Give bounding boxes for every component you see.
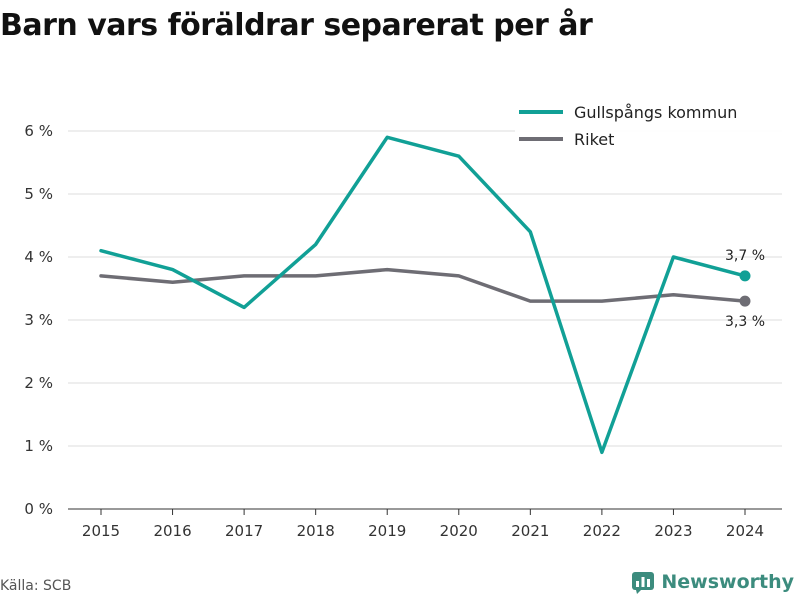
x-axis: 2015 2016 2017 2018 2019 2020 2021 2022 2023 2024 xyxy=(68,508,782,540)
x-tick-label: 2019 xyxy=(368,522,406,540)
end-markers: 3,7 % 3,3 % xyxy=(725,248,765,330)
x-tick-label: 2024 xyxy=(726,522,764,540)
gridlines xyxy=(68,130,782,447)
chart-title: Barn vars föräldrar separerat per år xyxy=(0,8,593,43)
series-line-0 xyxy=(99,135,747,455)
series-line-1 xyxy=(99,267,747,303)
x-tick-label: 2018 xyxy=(297,522,335,540)
legend-background xyxy=(515,98,782,156)
y-tick-label: 3 % xyxy=(24,311,53,329)
y-tick-label: 4 % xyxy=(24,248,53,266)
end-marker-1 xyxy=(739,295,751,307)
x-tick-label: 2023 xyxy=(654,522,692,540)
x-tick-label: 2015 xyxy=(82,522,120,540)
end-marker-0 xyxy=(739,270,751,282)
x-tick-label: 2020 xyxy=(440,522,478,540)
x-tick-label: 2022 xyxy=(583,522,621,540)
source-note: Källa: SCB xyxy=(0,578,72,594)
end-value-label-1: 3,3 % xyxy=(725,314,765,330)
end-value-label-0: 3,7 % xyxy=(725,248,765,264)
x-tick-label: 2016 xyxy=(153,522,191,540)
legend-label-1: Riket xyxy=(574,130,614,149)
y-tick-label: 1 % xyxy=(24,437,53,455)
y-tick-label: 0 % xyxy=(24,500,53,518)
newsworthy-logo-icon xyxy=(632,572,655,594)
legend: Gullspångs kommun Riket xyxy=(515,98,782,156)
y-tick-label: 6 % xyxy=(24,122,53,140)
y-tick-label: 5 % xyxy=(24,185,53,203)
x-tick-label: 2021 xyxy=(511,522,549,540)
series-lines xyxy=(99,135,747,455)
legend-label-0: Gullspångs kommun xyxy=(574,103,737,122)
y-axis-tick-labels: 0 % 1 % 2 % 3 % 4 % 5 % 6 % xyxy=(24,122,53,518)
y-tick-label: 2 % xyxy=(24,374,53,392)
brand-logo: Newsworthy xyxy=(631,570,794,594)
brand-name: Newsworthy xyxy=(661,571,794,593)
x-tick-label: 2017 xyxy=(225,522,263,540)
